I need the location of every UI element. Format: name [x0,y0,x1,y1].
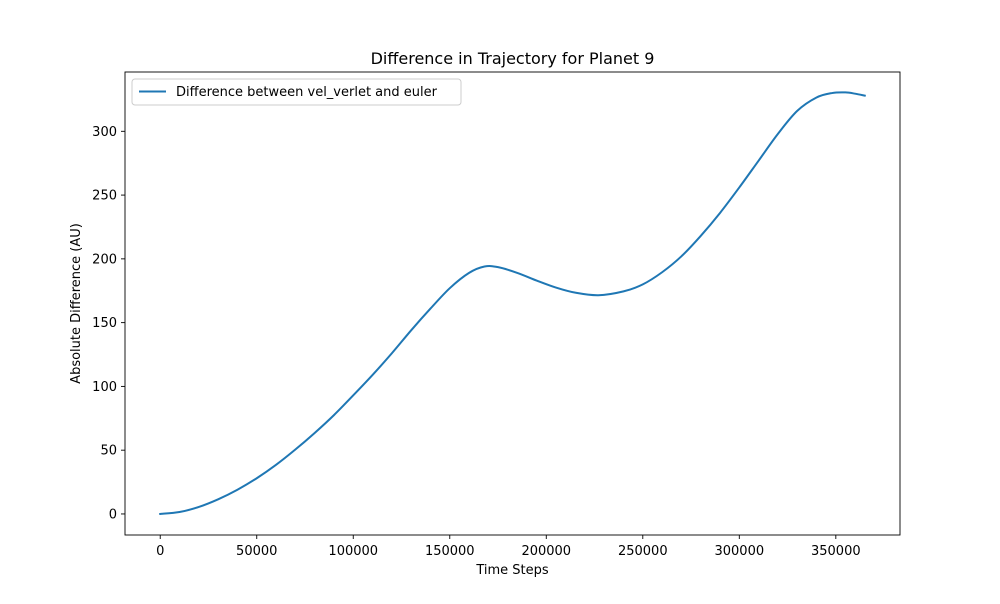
x-tick-label: 350000 [811,544,861,559]
y-tick-label: 0 [109,507,117,522]
plot-area [125,72,900,535]
y-tick-label: 300 [92,125,117,140]
y-axis-ticks: 0 50 100 150 200 250 300 [92,125,125,522]
series-line [159,91,866,516]
y-tick-label: 200 [92,252,117,267]
x-tick-label: 200000 [521,544,571,559]
legend-label: Difference between vel_verlet and euler [176,85,438,100]
x-tick-label: 0 [156,544,164,559]
x-axis-label: Time Steps [475,563,549,578]
x-tick-label: 150000 [425,544,475,559]
chart-title: Difference in Trajectory for Planet 9 [371,49,655,68]
y-tick-label: 150 [92,316,117,331]
plot-frame [124,71,901,536]
series-layer [159,91,866,516]
x-tick-label: 100000 [328,544,378,559]
x-tick-label: 300000 [714,544,764,559]
y-tick-label: 50 [100,444,117,459]
y-tick-label: 250 [92,189,117,204]
x-axis-ticks: 0 50000 100000 150000 200000 250000 300000 3500… [156,535,861,559]
y-axis-label: Absolute Difference (AU) [69,223,84,384]
y-tick-label: 100 [92,380,117,395]
legend: Difference between vel_verlet and euler [131,78,462,106]
x-tick-label: 50000 [236,544,277,559]
x-tick-label: 250000 [618,544,668,559]
legend-box [131,78,462,106]
